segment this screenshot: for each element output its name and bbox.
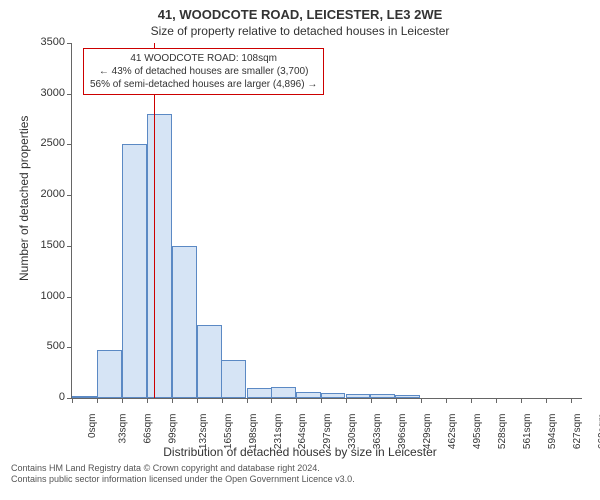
footer-line: Contains HM Land Registry data © Crown c… xyxy=(11,463,589,474)
x-tick-label: 363sqm xyxy=(372,414,383,450)
x-tick-label: 99sqm xyxy=(167,414,178,444)
histogram-bar xyxy=(221,360,246,398)
annotation-line: 56% of semi-detached houses are larger (… xyxy=(90,78,317,91)
x-tick-label: 198sqm xyxy=(248,414,259,450)
histogram-bar xyxy=(72,396,97,398)
x-tick-mark xyxy=(197,398,198,403)
y-tick-mark xyxy=(67,347,72,348)
chart-title: 41, WOODCOTE ROAD, LEICESTER, LE3 2WE xyxy=(1,7,599,22)
y-tick-label: 500 xyxy=(31,340,65,352)
x-tick-label: 561sqm xyxy=(522,414,533,450)
y-tick-mark xyxy=(67,297,72,298)
histogram-bar xyxy=(296,392,321,398)
footer-line: Contains public sector information licen… xyxy=(11,474,589,485)
x-tick-label: 0sqm xyxy=(87,414,98,438)
histogram-bar xyxy=(197,325,222,398)
x-tick-mark xyxy=(521,398,522,403)
y-tick-mark xyxy=(67,246,72,247)
y-tick-mark xyxy=(67,144,72,145)
x-tick-label: 231sqm xyxy=(273,414,284,450)
y-axis-label: Number of detached properties xyxy=(17,116,31,281)
annotation-line: ← 43% of detached houses are smaller (3,… xyxy=(90,65,317,78)
x-tick-label: 528sqm xyxy=(497,414,508,450)
plot-area xyxy=(71,43,582,399)
y-tick-label: 0 xyxy=(31,391,65,403)
chart-subtitle: Size of property relative to detached ho… xyxy=(1,24,599,38)
y-tick-label: 2500 xyxy=(31,137,65,149)
x-tick-label: 330sqm xyxy=(347,414,358,450)
x-tick-mark xyxy=(296,398,297,403)
chart-container: 41, WOODCOTE ROAD, LEICESTER, LE3 2WE Si… xyxy=(0,0,600,500)
y-tick-label: 2000 xyxy=(31,188,65,200)
x-tick-mark xyxy=(97,398,98,403)
x-tick-label: 132sqm xyxy=(198,414,209,450)
x-tick-mark xyxy=(471,398,472,403)
histogram-bar xyxy=(247,388,272,398)
x-tick-mark xyxy=(222,398,223,403)
x-tick-mark xyxy=(247,398,248,403)
y-tick-mark xyxy=(67,43,72,44)
x-tick-mark xyxy=(421,398,422,403)
x-tick-mark xyxy=(571,398,572,403)
histogram-bar xyxy=(370,394,395,398)
y-tick-label: 1000 xyxy=(31,290,65,302)
histogram-bar xyxy=(97,350,122,398)
x-tick-mark xyxy=(122,398,123,403)
footer-text: Contains HM Land Registry data © Crown c… xyxy=(11,463,589,486)
x-tick-mark xyxy=(271,398,272,403)
histogram-bar xyxy=(172,246,197,398)
y-tick-label: 1500 xyxy=(31,239,65,251)
annotation-box: 41 WOODCOTE ROAD: 108sqm← 43% of detache… xyxy=(83,48,324,95)
x-tick-label: 462sqm xyxy=(447,414,458,450)
x-tick-label: 297sqm xyxy=(322,414,333,450)
x-tick-label: 627sqm xyxy=(572,414,583,450)
x-tick-mark xyxy=(496,398,497,403)
x-tick-mark xyxy=(72,398,73,403)
x-tick-mark xyxy=(396,398,397,403)
x-tick-mark xyxy=(346,398,347,403)
x-tick-label: 264sqm xyxy=(298,414,309,450)
histogram-bar xyxy=(395,395,420,398)
x-tick-label: 165sqm xyxy=(223,414,234,450)
x-tick-label: 495sqm xyxy=(472,414,483,450)
x-tick-mark xyxy=(147,398,148,403)
annotation-line: 41 WOODCOTE ROAD: 108sqm xyxy=(90,52,317,65)
histogram-bar xyxy=(122,144,147,398)
x-tick-label: 396sqm xyxy=(397,414,408,450)
histogram-bar xyxy=(147,114,172,398)
histogram-bar xyxy=(346,394,371,398)
y-tick-label: 3000 xyxy=(31,87,65,99)
y-tick-mark xyxy=(67,94,72,95)
x-tick-label: 66sqm xyxy=(142,414,153,444)
x-tick-mark xyxy=(546,398,547,403)
marker-line xyxy=(154,43,155,398)
y-tick-mark xyxy=(67,195,72,196)
histogram-bar xyxy=(271,387,296,398)
x-tick-mark xyxy=(172,398,173,403)
y-tick-label: 3500 xyxy=(31,36,65,48)
x-tick-mark xyxy=(446,398,447,403)
x-tick-mark xyxy=(371,398,372,403)
x-tick-label: 594sqm xyxy=(547,414,558,450)
x-tick-mark xyxy=(321,398,322,403)
x-tick-label: 429sqm xyxy=(422,414,433,450)
x-tick-label: 33sqm xyxy=(117,414,128,444)
histogram-bar xyxy=(321,393,346,398)
